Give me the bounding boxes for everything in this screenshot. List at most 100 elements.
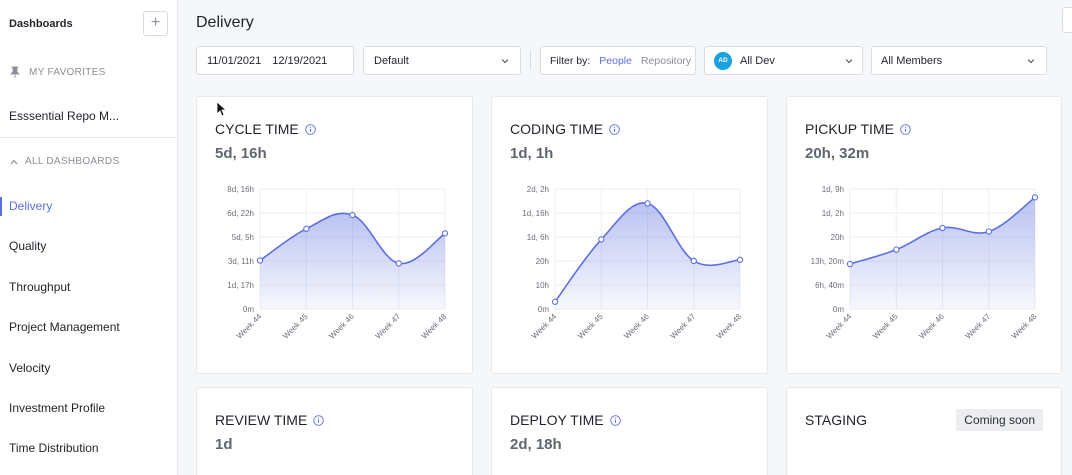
card-value: 2d, 18h (510, 436, 562, 453)
sidebar-item-investment-profile[interactable]: Investment Profile (9, 401, 106, 415)
my-favorites-section: MY FAVORITES (9, 66, 106, 78)
date-range-picker[interactable]: 11/01/2021 12/19/2021 (196, 46, 354, 75)
add-dashboard-button[interactable]: + (143, 11, 168, 36)
filter-by-label: Filter by: (550, 54, 591, 67)
x-tick-label: Week 45 (576, 312, 605, 341)
data-point (736, 256, 744, 263)
date-start: 11/01/2021 (207, 54, 262, 67)
card-title: STAGING (805, 412, 867, 428)
chevron-down-icon (1027, 58, 1035, 63)
coming-soon-badge: Coming soon (956, 409, 1043, 431)
x-tick-label: Week 46 (327, 312, 356, 341)
y-tick-label: 2d, 2h (527, 185, 549, 194)
x-tick-label: Week 45 (281, 312, 310, 341)
card-title-wrap: REVIEW TIME (215, 412, 325, 428)
card-title: REVIEW TIME (215, 412, 308, 428)
y-tick-label: 6h, 40m (815, 281, 844, 290)
members-select-value: All Members (881, 54, 943, 67)
pin-icon (10, 66, 20, 78)
info-icon[interactable] (305, 123, 316, 135)
sidebar-item-delivery[interactable]: Delivery (9, 199, 53, 213)
dev-select-value: All Dev (740, 54, 775, 67)
area-fill (260, 213, 445, 309)
y-tick-label: 1d, 6h (527, 233, 549, 242)
y-tick-label: 8d, 16h (227, 185, 254, 194)
card-title-wrap: STAGING (805, 412, 867, 428)
data-point (846, 260, 854, 268)
y-tick-label: 0m (833, 305, 844, 314)
x-tick-label: Week 44 (825, 312, 854, 341)
coding-time-chart: 0m 10h 20h 1d, 6h 1d, 16h 2d, 2h Week 44 Week 4… (522, 185, 744, 341)
y-tick-label: 6d, 22h (227, 209, 254, 218)
x-tick-label: Week 44 (235, 312, 264, 341)
x-tick-label: Week 46 (622, 312, 651, 341)
view-select[interactable]: Default (363, 46, 521, 75)
y-tick-label: 1d, 16h (522, 209, 549, 218)
data-point (644, 200, 651, 207)
pickup-time-card[interactable]: PICKUP TIME 20h, 32m 0m 6h, 40m 13h, 20m 20… (786, 96, 1062, 374)
sidebar-item-throughput[interactable]: Throughput (9, 280, 71, 294)
all-dashboards-label: ALL DASHBOARDS (25, 156, 120, 167)
review-time-card[interactable]: REVIEW TIME 1d (196, 387, 473, 475)
all-dashboards-toggle[interactable]: ALL DASHBOARDS (9, 156, 119, 167)
card-title-wrap: CYCLE TIME (215, 121, 316, 137)
dashboards-header: Dashboards (9, 18, 73, 30)
sidebar-item-velocity[interactable]: Velocity (9, 361, 51, 375)
sidebar: Dashboards + MY FAVORITES Esssential Rep… (0, 0, 178, 475)
data-point (349, 211, 356, 219)
data-point (1031, 194, 1039, 201)
deploy-time-card[interactable]: DEPLOY TIME 2d, 18h (491, 387, 768, 475)
x-tick-label: Week 48 (420, 312, 449, 341)
data-point (690, 257, 697, 265)
card-title: CYCLE TIME (215, 121, 299, 137)
my-favorites-label: MY FAVORITES (29, 66, 106, 78)
y-tick-label: 20h (831, 233, 844, 242)
x-tick-label: Week 44 (530, 312, 559, 341)
x-tick-label: Week 48 (715, 312, 744, 341)
y-tick-label: 0m (538, 305, 549, 314)
data-point (598, 236, 605, 243)
y-tick-label: 1d, 9h (822, 185, 844, 194)
info-icon[interactable] (609, 123, 620, 135)
cycle-time-card[interactable]: CYCLE TIME 5d, 16h 0m 1d, 17h 3d, 11h 5d, 5… (196, 96, 473, 374)
date-end: 12/19/2021 (272, 54, 328, 67)
staging-card[interactable]: STAGING Coming soon (786, 387, 1062, 475)
info-icon[interactable] (313, 414, 325, 426)
card-value: 1d (215, 436, 233, 453)
x-tick-label: Week 45 (871, 312, 900, 341)
x-tick-label: Week 48 (1010, 312, 1039, 341)
side-panel-toggle[interactable] (1062, 7, 1072, 33)
chevron-up-icon (10, 159, 18, 164)
coding-time-card[interactable]: CODING TIME 1d, 1h 0m 10h 20h 1d, 6h 1d, 16h… (491, 96, 768, 374)
members-select[interactable]: All Members (871, 46, 1047, 75)
filter-people-option[interactable]: People (599, 54, 632, 67)
area-fill (850, 197, 1035, 309)
filter-by-toggle: Filter by: People Repository (540, 46, 696, 75)
sidebar-item-quality[interactable]: Quality (9, 239, 47, 253)
main-content: Delivery 11/01/2021 12/19/2021 Default F… (178, 0, 1072, 475)
data-point (893, 246, 900, 253)
info-icon[interactable] (609, 414, 621, 426)
y-tick-label: 0m (243, 305, 254, 314)
sidebar-item-project-management[interactable]: Project Management (9, 320, 120, 334)
page-title: Delivery (196, 14, 254, 31)
data-point (441, 230, 449, 237)
favorite-dashboard-item[interactable]: Esssential Repo M... (9, 109, 120, 123)
dev-select[interactable]: AD All Dev (704, 46, 863, 75)
card-title: CODING TIME (510, 121, 604, 137)
info-icon[interactable] (900, 123, 911, 135)
y-tick-label: 10h (536, 281, 549, 290)
card-title-wrap: CODING TIME (510, 121, 620, 137)
data-point (551, 298, 559, 305)
x-tick-label: Week 47 (964, 312, 993, 341)
data-point (395, 260, 402, 267)
mouse-cursor-icon (216, 101, 226, 117)
y-tick-label: 1d, 17h (227, 281, 254, 290)
team-avatar: AD (714, 51, 732, 70)
filter-repository-option[interactable]: Repository (640, 54, 692, 67)
sidebar-item-time-distribution[interactable]: Time Distribution (9, 441, 99, 455)
card-title-wrap: PICKUP TIME (805, 121, 911, 137)
view-select-value: Default (374, 54, 409, 67)
card-value: 20h, 32m (805, 145, 870, 162)
area-fill (555, 202, 740, 309)
